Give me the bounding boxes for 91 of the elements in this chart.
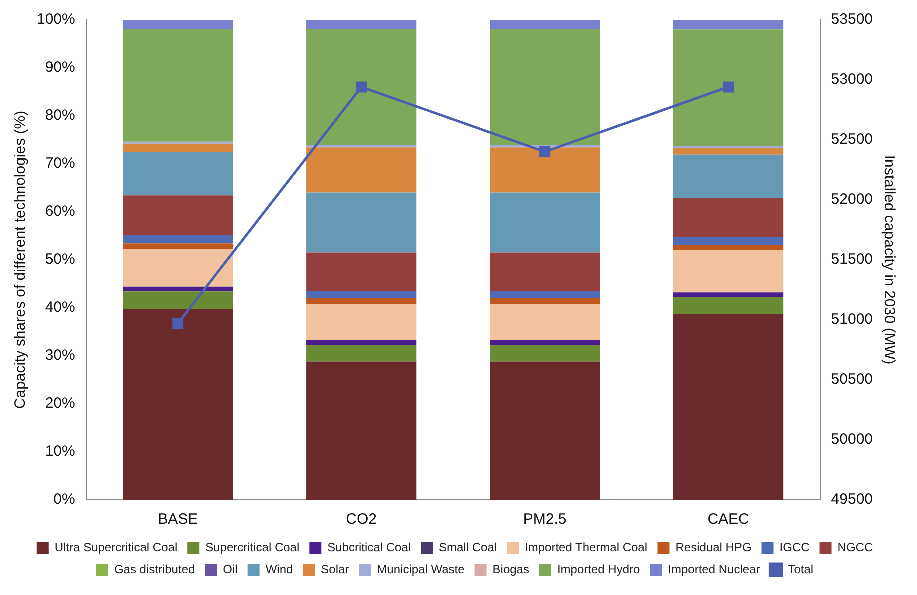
bar [674, 237, 784, 246]
legend-label: Imported Hydro [557, 562, 640, 576]
legend-label: Residual HPG [676, 540, 752, 554]
legend-label: Small Coal [439, 540, 498, 554]
bar [306, 298, 417, 304]
y-tick-label: 30% [45, 347, 76, 364]
y-tick-label: 70% [45, 155, 76, 172]
bar [123, 152, 234, 196]
bar [674, 245, 784, 250]
bar [123, 29, 234, 142]
bar [674, 20, 784, 30]
legend-label: IGCC [780, 540, 810, 554]
bar [123, 196, 234, 236]
bar [490, 304, 600, 340]
bar [306, 148, 417, 193]
legend-label: Biogas [492, 562, 530, 576]
bar [306, 29, 417, 146]
bar [490, 192, 600, 253]
point [723, 82, 734, 93]
bar [674, 292, 784, 297]
legend-label: Municipal Waste [377, 562, 466, 576]
y-tick-label: 20% [45, 395, 76, 412]
point [540, 146, 551, 158]
y2-tick-label: 51500 [831, 251, 874, 268]
bar [123, 235, 234, 244]
x-tick-label: PM2.5 [523, 511, 567, 528]
bar [490, 340, 600, 345]
y2-tick-label: 53500 [831, 11, 874, 28]
x-tick-label: CO2 [346, 511, 378, 528]
y-tick-label: 100% [36, 11, 76, 28]
bar [674, 198, 784, 238]
legend-label: Oil [223, 562, 238, 576]
y2-tick-label: 51000 [831, 311, 874, 328]
y2-tick-label: 53000 [831, 71, 874, 88]
legend-label: Imported Thermal Coal [525, 540, 648, 554]
y2-axis-title: Installed capacity in 2030 (MW) [880, 155, 898, 365]
y-tick-label: 80% [45, 107, 76, 124]
bar [123, 292, 234, 309]
y2-tick-label: 49500 [831, 491, 874, 508]
legend-label: Total [788, 562, 814, 576]
bar [123, 144, 234, 152]
bar [490, 344, 600, 362]
x-tick-label: BASE [158, 511, 198, 528]
legend-label: Solar [321, 562, 350, 576]
legend-label: Subcritical Coal [328, 540, 412, 554]
bar [490, 362, 600, 500]
y-tick-label: 0% [54, 491, 76, 508]
y-tick-label: 10% [45, 443, 76, 460]
point [356, 82, 368, 93]
y2-tick-label: 52500 [831, 131, 874, 148]
bar [306, 20, 417, 30]
y2-tick-label: 52000 [831, 191, 874, 208]
bar [306, 192, 417, 253]
bar [674, 148, 784, 155]
bar [306, 340, 417, 345]
x-tick-label: CAEC [708, 511, 750, 528]
bar [490, 148, 600, 193]
y-tick-label: 50% [45, 251, 76, 268]
y2-tick-label: 50000 [831, 431, 874, 448]
bar [306, 304, 417, 340]
y-tick-label: 90% [45, 59, 76, 76]
bar [490, 252, 600, 292]
bar [490, 291, 600, 298]
bar [490, 29, 600, 146]
bar [306, 252, 417, 292]
bar [306, 291, 417, 298]
legend-label: Wind [266, 562, 294, 576]
bar [674, 30, 784, 146]
bar [674, 250, 784, 293]
bar [123, 244, 234, 250]
legend-label: NGCC [838, 540, 874, 554]
y-axis-title: Capacity shares of different technologies (%) [12, 110, 30, 410]
bar [123, 286, 234, 292]
bar [674, 154, 784, 199]
point [172, 318, 184, 330]
legend-label: Gas distributed [114, 562, 196, 576]
legend-label: Supercritical Coal [206, 540, 300, 554]
bar [674, 296, 784, 314]
legend-label: Ultra Supercritical Coal [54, 540, 178, 554]
y2-tick-label: 50500 [831, 371, 874, 388]
y-tick-label: 40% [45, 299, 76, 316]
bar [306, 344, 417, 362]
legend-label: Imported Nuclear [668, 562, 760, 576]
bar [123, 308, 234, 500]
bar [490, 20, 600, 30]
bar [674, 314, 784, 500]
bar [123, 249, 234, 287]
bar [490, 298, 600, 304]
bar [123, 20, 234, 30]
bar [306, 362, 417, 500]
y-tick-label: 60% [45, 203, 76, 220]
